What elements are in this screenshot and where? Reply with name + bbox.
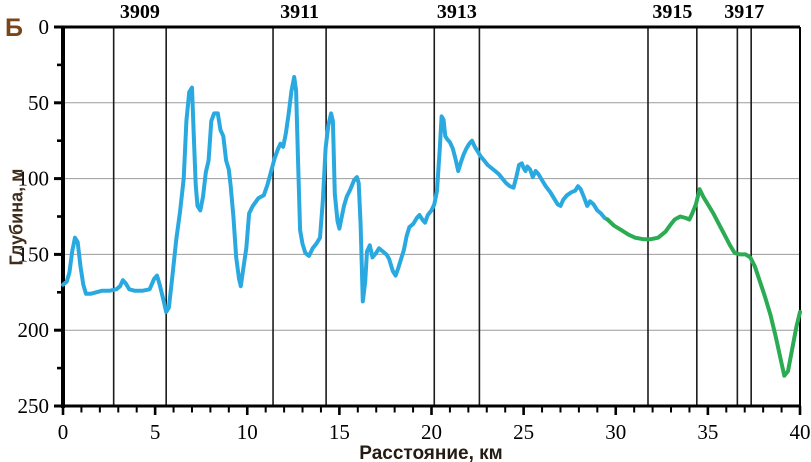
x-tick-label-10: 10	[237, 420, 258, 444]
y-axis-title: Глубина, м	[6, 168, 27, 266]
x-tick-label-0: 0	[58, 420, 69, 444]
panel-label: Б	[5, 14, 23, 42]
x-tick-label-35: 35	[697, 420, 718, 444]
y-tick-label-50: 50	[28, 91, 49, 115]
x-tick-label-40: 40	[790, 420, 811, 444]
station-label-3909: 3909	[120, 1, 160, 23]
x-tick-label-5: 5	[150, 420, 161, 444]
x-tick-label-15: 15	[329, 420, 350, 444]
depth-profile-continuation-line	[605, 187, 802, 378]
y-tick-label-0: 0	[39, 15, 50, 39]
x-tick-label-25: 25	[513, 420, 534, 444]
x-axis-title: Расстояние, км	[359, 443, 503, 462]
depth-profile-measured-line	[61, 75, 610, 314]
station-label-3913: 3913	[437, 1, 477, 23]
station-label-3915: 3915	[652, 1, 692, 23]
y-tick-label-150: 150	[18, 242, 50, 266]
y-tick-label-250: 250	[18, 394, 50, 418]
x-tick-label-30: 30	[605, 420, 626, 444]
y-tick-label-100: 100	[18, 167, 50, 191]
y-tick-label-200: 200	[18, 318, 50, 342]
x-tick-label-20: 20	[421, 420, 442, 444]
station-label-3911: 3911	[280, 1, 319, 23]
station-label-3917: 3917	[724, 1, 764, 23]
